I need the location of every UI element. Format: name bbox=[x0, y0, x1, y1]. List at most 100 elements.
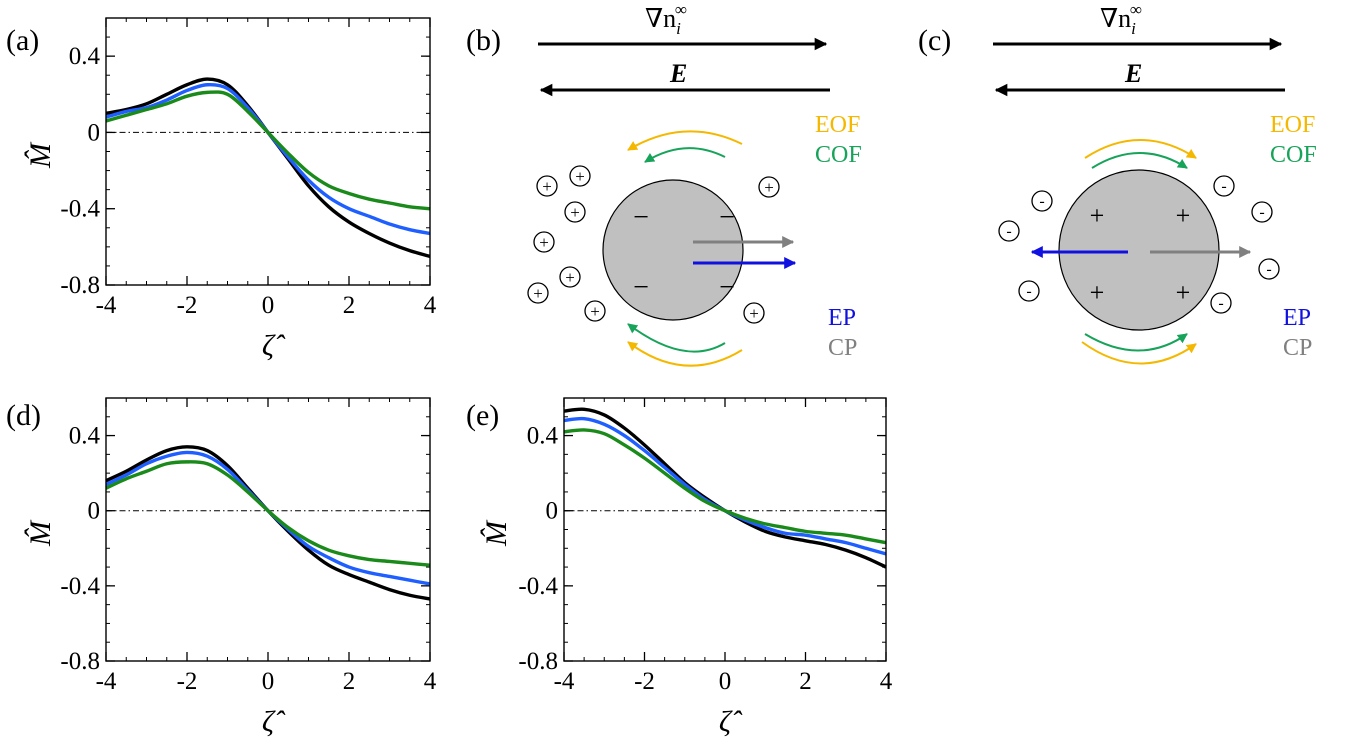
series-line-green bbox=[105, 90, 431, 211]
counterion: + bbox=[584, 300, 606, 322]
y-tick-label: -0.4 bbox=[60, 573, 100, 600]
surface-charge: − bbox=[633, 272, 649, 303]
x-tick-label: -2 bbox=[634, 668, 655, 695]
surface-charge: + bbox=[1176, 278, 1191, 307]
surface-charge: − bbox=[719, 272, 735, 303]
series-line-green bbox=[105, 460, 431, 567]
chart-a: -4 -2 0 2 4 -0.8 -0.4 0 0.4 ζ̂ M̂ bbox=[24, 17, 437, 362]
svg-text:+: + bbox=[539, 233, 549, 252]
svg-text:-: - bbox=[1221, 178, 1226, 195]
particle-sphere bbox=[1058, 169, 1220, 331]
svg-text:-: - bbox=[1259, 204, 1264, 221]
y-tick-label: -0.8 bbox=[60, 272, 100, 299]
svg-text:-: - bbox=[1039, 193, 1044, 210]
particle-sphere bbox=[602, 179, 744, 321]
svg-text:+: + bbox=[542, 177, 552, 196]
svg-text:+: + bbox=[764, 178, 774, 197]
cof-flow-arrow bbox=[1091, 152, 1188, 169]
cof-flow-arrow bbox=[644, 147, 726, 163]
y-tick-label: -0.4 bbox=[518, 573, 558, 600]
y-axis-label: M̂ bbox=[24, 519, 57, 547]
counterion-cloud: + + + + + + + + + bbox=[527, 165, 780, 324]
cof-flow-arrow bbox=[627, 323, 726, 353]
concentration-gradient-label: ∇ni∞ bbox=[1100, 0, 1142, 38]
plot-frame bbox=[105, 17, 431, 286]
surface-charge: − bbox=[719, 202, 735, 233]
svg-text:-: - bbox=[1266, 261, 1271, 278]
counterion: + bbox=[743, 302, 765, 324]
counterion: + bbox=[564, 201, 586, 223]
x-axis-label: ζ̂ bbox=[262, 705, 286, 738]
x-tick-label: -2 bbox=[177, 292, 198, 319]
counterion: - bbox=[1210, 292, 1232, 314]
y-tick-label: 0.4 bbox=[69, 43, 101, 70]
chart-d: -4 -2 0 2 4 -0.8 -0.4 0 0.4 ζ̂ M̂ bbox=[24, 397, 437, 738]
x-tick-label: 2 bbox=[343, 668, 356, 695]
x-axis-label: ζ̂ bbox=[262, 329, 286, 362]
counterion: + bbox=[758, 176, 780, 198]
surface-charge: − bbox=[633, 202, 649, 233]
x-tick-label: 4 bbox=[424, 668, 437, 695]
x-tick-label: -4 bbox=[96, 668, 117, 695]
svg-text:-: - bbox=[1006, 223, 1011, 240]
svg-text:+: + bbox=[565, 268, 575, 287]
cp-label: CP bbox=[828, 335, 857, 361]
counterion: - bbox=[1258, 258, 1280, 280]
y-tick-label: -0.8 bbox=[518, 648, 558, 675]
ep-label: EP bbox=[1283, 305, 1311, 331]
counterion-cloud: - - - - - - - bbox=[998, 175, 1280, 314]
eof-label: EOF bbox=[1270, 112, 1315, 138]
y-tick-label: -0.4 bbox=[60, 196, 100, 223]
cof-label: COF bbox=[815, 142, 862, 168]
panel-label-e: (e) bbox=[466, 399, 499, 432]
counterion: - bbox=[1251, 201, 1273, 223]
series-line-blue bbox=[105, 450, 431, 586]
eof-label: EOF bbox=[815, 112, 860, 138]
counterion: + bbox=[536, 175, 558, 197]
y-tick-label: -0.8 bbox=[60, 648, 100, 675]
surface-charge: + bbox=[1090, 201, 1105, 230]
chart-e: -4 -2 0 2 4 -0.8 -0.4 0 0.4 ζ̂ M̂ bbox=[480, 397, 893, 738]
y-tick-label: 0.4 bbox=[527, 423, 559, 450]
counterion: - bbox=[1213, 175, 1235, 197]
panel-label-d: (d) bbox=[6, 399, 41, 432]
plot-frame bbox=[105, 397, 431, 662]
x-tick-label: -4 bbox=[554, 668, 575, 695]
electric-field-label: E bbox=[669, 59, 687, 88]
schematic-c: ∇ni∞ E + + + + - - - - - - - EOF COF EP … bbox=[993, 0, 1317, 365]
counterion: + bbox=[569, 165, 591, 187]
svg-text:+: + bbox=[575, 167, 585, 186]
svg-text:+: + bbox=[570, 203, 580, 222]
y-axis-label: M̂ bbox=[24, 141, 57, 169]
y-tick-label: 0 bbox=[546, 498, 559, 525]
eof-flow-arrow bbox=[627, 130, 743, 151]
y-axis-label: M̂ bbox=[480, 519, 513, 547]
counterion: - bbox=[998, 220, 1020, 242]
electric-field-label: E bbox=[1124, 59, 1142, 88]
x-tick-label: 4 bbox=[424, 292, 437, 319]
counterion: - bbox=[1031, 190, 1053, 212]
x-tick-label: -4 bbox=[96, 292, 117, 319]
x-tick-label: -2 bbox=[177, 668, 198, 695]
eof-flow-arrow bbox=[627, 341, 743, 367]
eof-flow-arrow bbox=[1081, 341, 1197, 365]
schematic-b: ∇ni∞ E − − − − + + + + + + + + + EOF COF… bbox=[527, 0, 862, 367]
svg-text:-: - bbox=[1218, 295, 1223, 312]
series-line-green bbox=[563, 428, 887, 545]
x-tick-label: 0 bbox=[262, 292, 275, 319]
x-tick-label: 0 bbox=[262, 668, 275, 695]
plot-frame bbox=[563, 397, 887, 662]
y-tick-label: 0 bbox=[88, 498, 101, 525]
x-tick-label: 0 bbox=[719, 668, 732, 695]
counterion: + bbox=[559, 266, 581, 288]
svg-text:+: + bbox=[590, 302, 600, 321]
panel-label-a: (a) bbox=[6, 24, 39, 57]
counterion: + bbox=[527, 282, 549, 304]
y-tick-label: 0 bbox=[88, 119, 101, 146]
cof-label: COF bbox=[1270, 142, 1317, 168]
cp-label: CP bbox=[1283, 335, 1312, 361]
x-tick-label: 2 bbox=[799, 668, 812, 695]
counterion: - bbox=[1018, 280, 1040, 302]
panel-label-c: (c) bbox=[918, 24, 951, 57]
